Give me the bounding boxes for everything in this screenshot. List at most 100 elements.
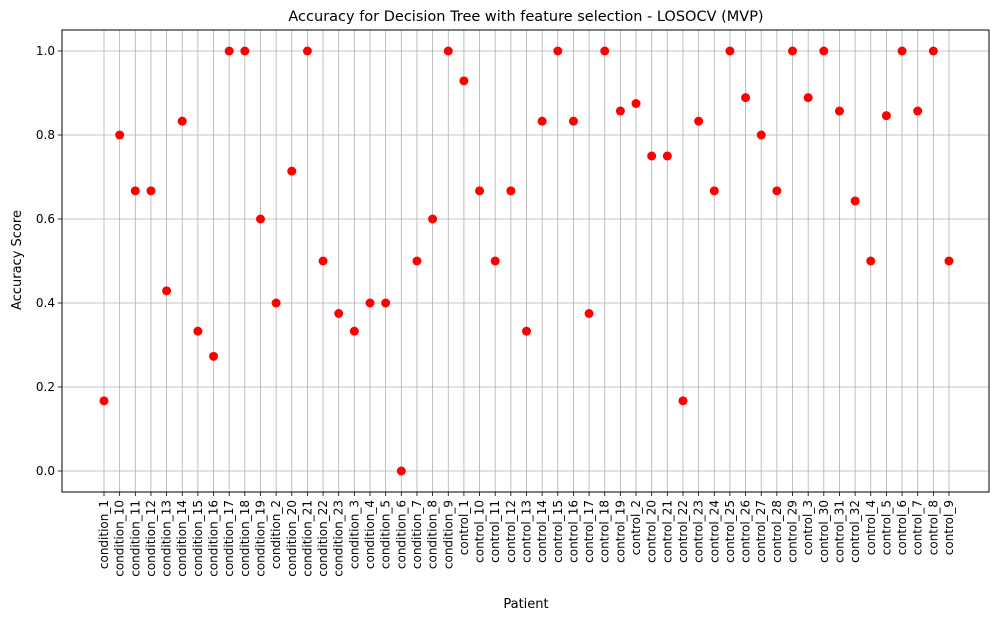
data-point — [459, 76, 469, 86]
data-point — [772, 186, 782, 196]
x-tick-label: condition_22 — [316, 500, 330, 577]
x-tick-label: control_16 — [566, 500, 580, 563]
x-tick-label: control_17 — [582, 500, 596, 563]
x-tick-label: control_11 — [488, 500, 502, 563]
plot-frame — [61, 29, 990, 493]
x-tick-label: condition_5 — [379, 500, 393, 569]
data-point — [349, 326, 359, 336]
x-tick-label: control_1 — [457, 500, 471, 555]
x-tick-label: control_27 — [754, 500, 768, 563]
data-point — [255, 214, 265, 224]
x-tick-label: condition_8 — [426, 500, 440, 569]
x-tick-label: control_23 — [692, 500, 706, 563]
x-tick-label: control_28 — [770, 500, 784, 563]
data-point — [365, 298, 375, 308]
x-tick-label: condition_3 — [347, 500, 361, 569]
x-tick-label: condition_4 — [363, 500, 377, 569]
y-tick-label: 0.0 — [36, 464, 55, 478]
x-tick-label: condition_13 — [160, 500, 174, 577]
x-tick-label: control_20 — [645, 500, 659, 563]
data-point — [318, 256, 328, 266]
data-point — [381, 298, 391, 308]
x-tick-label: condition_17 — [222, 500, 236, 577]
data-point — [850, 196, 860, 206]
y-tick-label: 0.2 — [36, 380, 55, 394]
data-point — [302, 46, 312, 56]
data-point — [881, 111, 891, 121]
data-point — [506, 186, 516, 196]
data-point — [334, 309, 344, 318]
data-point — [130, 186, 140, 196]
x-tick-label: control_5 — [879, 500, 893, 555]
x-tick-label: control_30 — [817, 500, 831, 563]
x-tick-label: condition_18 — [238, 500, 252, 577]
data-point — [490, 256, 500, 266]
y-tick-label: 1.0 — [36, 44, 55, 58]
data-point — [177, 116, 187, 126]
data-point — [209, 351, 219, 361]
data-point — [788, 46, 798, 56]
x-tick-label: condition_14 — [175, 500, 189, 577]
x-tick-label: condition_2 — [269, 500, 283, 569]
data-point — [600, 46, 610, 56]
y-tick-label: 0.8 — [36, 128, 55, 142]
x-tick-label: control_15 — [551, 500, 565, 563]
chart-title: Accuracy for Decision Tree with feature … — [288, 9, 763, 25]
x-tick-label: control_10 — [473, 500, 487, 563]
x-tick-label: control_18 — [598, 500, 612, 563]
data-point — [897, 46, 907, 56]
x-tick-label: condition_23 — [332, 500, 346, 577]
data-point — [913, 106, 923, 116]
x-tick-label: control_32 — [848, 500, 862, 563]
grid-lines — [62, 30, 989, 492]
x-tick-label: control_12 — [504, 500, 518, 563]
data-point — [694, 116, 704, 126]
data-point — [803, 93, 813, 103]
x-tick-label: control_2 — [629, 500, 643, 555]
x-tick-label: condition_21 — [300, 500, 314, 577]
data-point — [834, 106, 844, 116]
data-point — [99, 396, 109, 406]
x-tick-label: control_8 — [926, 500, 940, 555]
data-point — [866, 256, 876, 266]
data-point — [428, 214, 438, 224]
x-tick-label: control_9 — [942, 500, 956, 555]
x-tick-label: control_22 — [676, 500, 690, 563]
x-tick-label: condition_1 — [97, 500, 111, 569]
data-point — [475, 186, 485, 196]
x-tick-label: control_6 — [895, 500, 909, 555]
y-axis-label: Accuracy Score — [10, 210, 25, 310]
data-point — [240, 46, 250, 56]
data-points — [99, 46, 954, 476]
data-point — [224, 46, 234, 56]
data-point — [615, 106, 625, 116]
data-point — [662, 151, 672, 161]
data-point — [631, 99, 641, 108]
data-point — [287, 166, 297, 176]
y-tick-label: 0.4 — [36, 296, 55, 310]
data-point — [725, 46, 735, 56]
x-tick-label: control_21 — [660, 500, 674, 563]
x-tick-label: control_3 — [801, 500, 815, 555]
x-tick-label: control_4 — [864, 500, 878, 555]
data-point — [146, 186, 156, 196]
x-tick-label: condition_11 — [128, 500, 142, 577]
data-point — [522, 326, 531, 336]
x-tick-label: condition_9 — [441, 500, 455, 569]
data-point — [741, 93, 751, 103]
x-axis-label: Patient — [503, 597, 548, 612]
data-point — [819, 46, 829, 56]
x-tick-label: control_24 — [707, 500, 721, 563]
x-tick-label: condition_19 — [253, 500, 267, 577]
x-tick-label: condition_16 — [207, 500, 221, 577]
data-point — [756, 130, 766, 140]
data-point — [412, 256, 422, 266]
x-tick-label: condition_20 — [285, 500, 299, 577]
x-tick-label: control_7 — [911, 500, 925, 555]
data-point — [568, 116, 578, 126]
x-tick-label: control_25 — [723, 500, 737, 563]
data-point — [647, 151, 657, 161]
x-tick-label: control_31 — [832, 500, 846, 563]
